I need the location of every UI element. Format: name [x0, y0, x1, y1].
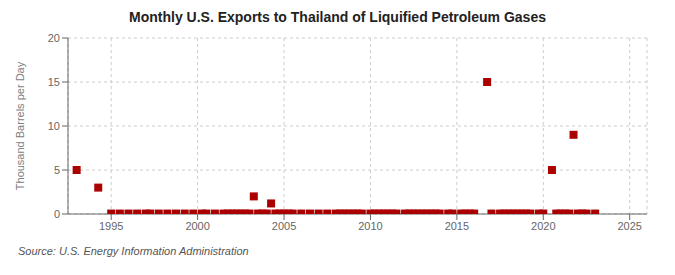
svg-text:2005: 2005: [272, 220, 296, 232]
svg-text:Thousand Barrels per Day: Thousand Barrels per Day: [14, 61, 26, 190]
svg-text:0: 0: [54, 208, 60, 220]
svg-text:2020: 2020: [531, 220, 555, 232]
svg-text:20: 20: [48, 32, 60, 44]
svg-text:2025: 2025: [617, 220, 641, 232]
svg-text:5: 5: [54, 164, 60, 176]
svg-text:1995: 1995: [99, 220, 123, 232]
svg-text:2015: 2015: [445, 220, 469, 232]
svg-text:10: 10: [48, 120, 60, 132]
svg-text:2000: 2000: [185, 220, 209, 232]
html-text:Source: U.S. Energy Informatio: Source: U.S. Energy Information Administ…: [18, 245, 249, 257]
svg-text:15: 15: [48, 76, 60, 88]
html-text:Monthly U.S. Exports to Thaila: Monthly U.S. Exports to Thailand of Liqu…: [129, 9, 546, 25]
svg-text:2010: 2010: [358, 220, 382, 232]
